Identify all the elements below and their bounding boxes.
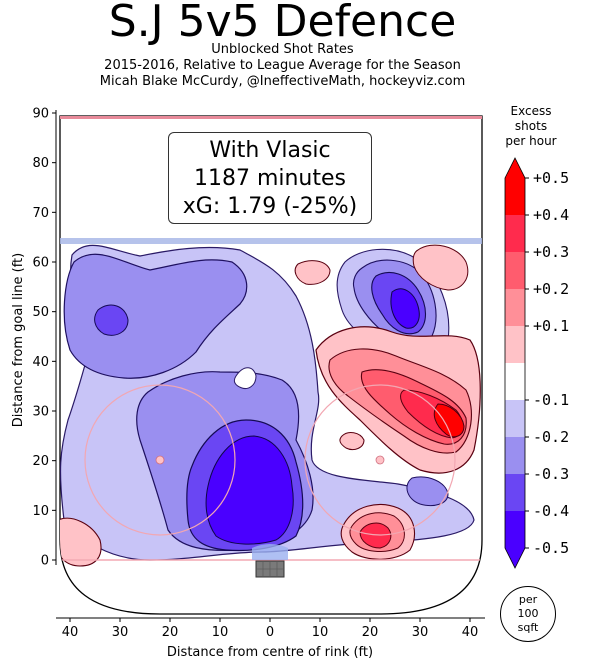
y-tick-label: 80	[32, 156, 49, 171]
y-axis-label: Distance from goal line (ft)	[11, 253, 26, 427]
colorbar-tick-label: -0.5	[533, 539, 569, 557]
goal-net-hatch	[256, 561, 284, 577]
contour-pink-right-boards	[412, 244, 469, 291]
x-tick-label: 30	[412, 625, 429, 640]
colorbar-band	[505, 215, 525, 253]
x-tick-label: 20	[362, 625, 379, 640]
colorbar-tick-label: +0.3	[533, 243, 569, 261]
colorbar-title-line3: per hour	[505, 134, 557, 148]
annotation-minutes: 1187 minutes	[193, 166, 347, 191]
blue-line	[60, 238, 482, 244]
x-tick-label: 10	[212, 625, 229, 640]
units-line1: per	[518, 593, 538, 606]
colorbar-band	[505, 363, 525, 401]
colorbar: +0.5 +0.4 +0.3 +0.2 +0.1 -0.1 -0.2 -0.3 -0.4 -0.5	[504, 157, 569, 569]
contour-pink-top-centre	[294, 260, 331, 285]
x-tick-label: 0	[266, 625, 274, 640]
faceoff-circle-left	[84, 384, 236, 536]
colorbar-band	[505, 252, 525, 290]
red-line	[60, 116, 482, 119]
annotation-box: With Vlasic 1187 minutes xG: 1.79 (-25%)	[168, 132, 372, 224]
y-tick-label: 20	[32, 454, 49, 469]
x-tick-label: 40	[62, 625, 79, 640]
x-axis-label: Distance from centre of rink (ft)	[167, 645, 373, 660]
colorbar-tick-label: +0.1	[533, 317, 569, 335]
y-tick-label: 90	[32, 107, 49, 122]
colorbar-band	[505, 289, 525, 327]
contour-deep-blue-center	[205, 435, 294, 545]
colorbar-tick-label: -0.2	[533, 428, 569, 446]
colorbar-title-line1: Excess	[510, 104, 552, 118]
contour-bright-red-right-circle	[433, 403, 465, 438]
contour-pink-dot-right-circle	[339, 432, 365, 451]
contour-purple-left	[63, 253, 248, 379]
contour-gap-white-center	[233, 367, 257, 389]
colorbar-tick-label: +0.5	[533, 169, 569, 187]
colorbar-title: Excess shots per hour	[496, 104, 566, 149]
x-tick-label: 40	[462, 625, 479, 640]
goal-crease	[252, 544, 288, 560]
units-line2: 100	[517, 607, 539, 620]
y-ticks: 0 10 20 30 40 50 60 70 80 90	[32, 107, 56, 569]
contour-deep-blue-right	[390, 288, 420, 329]
y-tick-label: 0	[41, 554, 49, 569]
colorbar-tick-label: -0.3	[533, 465, 569, 483]
contour-pink-left-corner	[60, 517, 102, 567]
y-tick-label: 10	[32, 504, 49, 519]
units-badge: per 100 sqft	[500, 586, 556, 642]
colorbar-tick-label: +0.2	[533, 280, 569, 298]
y-tick-label: 50	[32, 305, 49, 320]
chart-subtitle: Unblocked Shot Rates	[211, 42, 354, 57]
chart-credit-line: Micah Blake McCurdy, @IneffectiveMath, h…	[99, 74, 466, 89]
y-tick-label: 70	[32, 206, 49, 221]
chart-season-line: 2015-2016, Relative to League Average fo…	[104, 58, 461, 73]
colorbar-band	[505, 400, 525, 438]
colorbar-tick-label: +0.4	[533, 206, 569, 224]
colorbar-tick-label: -0.1	[533, 391, 569, 409]
colorbar-band	[505, 511, 525, 549]
y-tick-label: 30	[32, 405, 49, 420]
x-tick-label: 30	[112, 625, 129, 640]
x-tick-label: 20	[162, 625, 179, 640]
x-tick-label: 10	[312, 625, 329, 640]
colorbar-title-line2: shots	[514, 119, 548, 133]
annotation-player: With Vlasic	[209, 138, 331, 163]
colorbar-band	[505, 474, 525, 512]
colorbar-top-extend	[505, 158, 525, 178]
annotation-xg: xG: 1.79 (-25%)	[182, 194, 358, 219]
chart-title: S.J 5v5 Defence	[108, 0, 457, 47]
colorbar-band	[505, 178, 525, 216]
colorbar-band	[505, 437, 525, 475]
x-ticks: 40 30 20 10 0 10 20 30 40	[62, 618, 479, 640]
heatmap-contours	[60, 116, 482, 567]
colorbar-bottom-extend	[505, 548, 525, 568]
y-tick-label: 60	[32, 256, 49, 271]
contour-red-low-right	[359, 522, 392, 549]
contour-purple-lower-right	[406, 476, 449, 507]
colorbar-tick-label: -0.4	[533, 502, 569, 520]
faceoff-dot-left	[155, 455, 165, 465]
units-line3: sqft	[517, 621, 539, 634]
faceoff-dot-right	[375, 455, 385, 465]
contour-dark-purple-left-point	[94, 304, 129, 336]
y-tick-label: 40	[32, 355, 49, 370]
faceoff-circle-right	[304, 384, 456, 536]
colorbar-band	[505, 326, 525, 364]
